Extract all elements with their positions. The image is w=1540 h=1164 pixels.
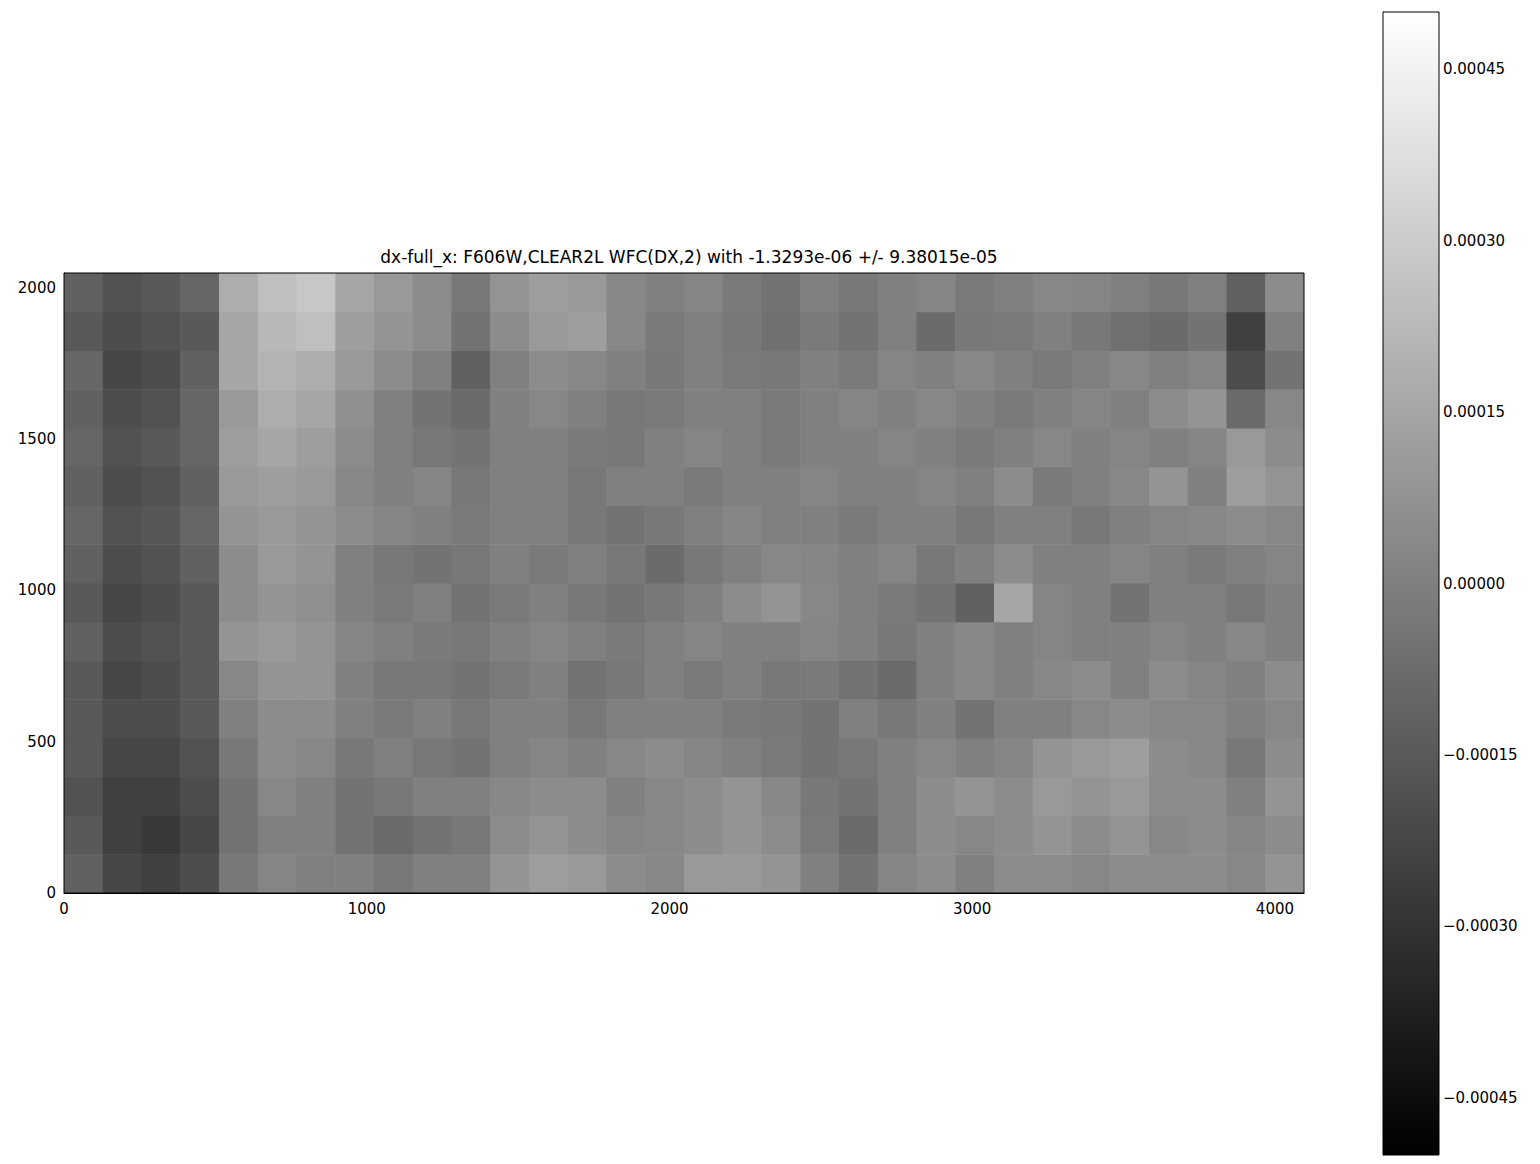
svg-text:1500: 1500 [18, 430, 56, 448]
svg-text:−0.00045: −0.00045 [1443, 1089, 1518, 1107]
svg-text:2000: 2000 [18, 279, 56, 297]
svg-text:−0.00030: −0.00030 [1443, 917, 1518, 935]
svg-text:2000: 2000 [650, 900, 688, 918]
svg-text:4000: 4000 [1256, 900, 1294, 918]
svg-text:1000: 1000 [348, 900, 386, 918]
svg-text:0.00045: 0.00045 [1443, 60, 1505, 78]
svg-text:0.00000: 0.00000 [1443, 575, 1505, 593]
svg-text:0: 0 [59, 900, 69, 918]
svg-text:500: 500 [27, 733, 56, 751]
svg-text:3000: 3000 [953, 900, 991, 918]
svg-text:1000: 1000 [18, 581, 56, 599]
svg-text:−0.00015: −0.00015 [1443, 746, 1518, 764]
svg-text:0.00030: 0.00030 [1443, 232, 1505, 250]
svg-text:0: 0 [46, 884, 56, 902]
svg-text:0.00015: 0.00015 [1443, 403, 1505, 421]
svg-text:dx-full_x: F606W,CLEAR2L WFC(D: dx-full_x: F606W,CLEAR2L WFC(DX,2) with … [380, 247, 997, 268]
